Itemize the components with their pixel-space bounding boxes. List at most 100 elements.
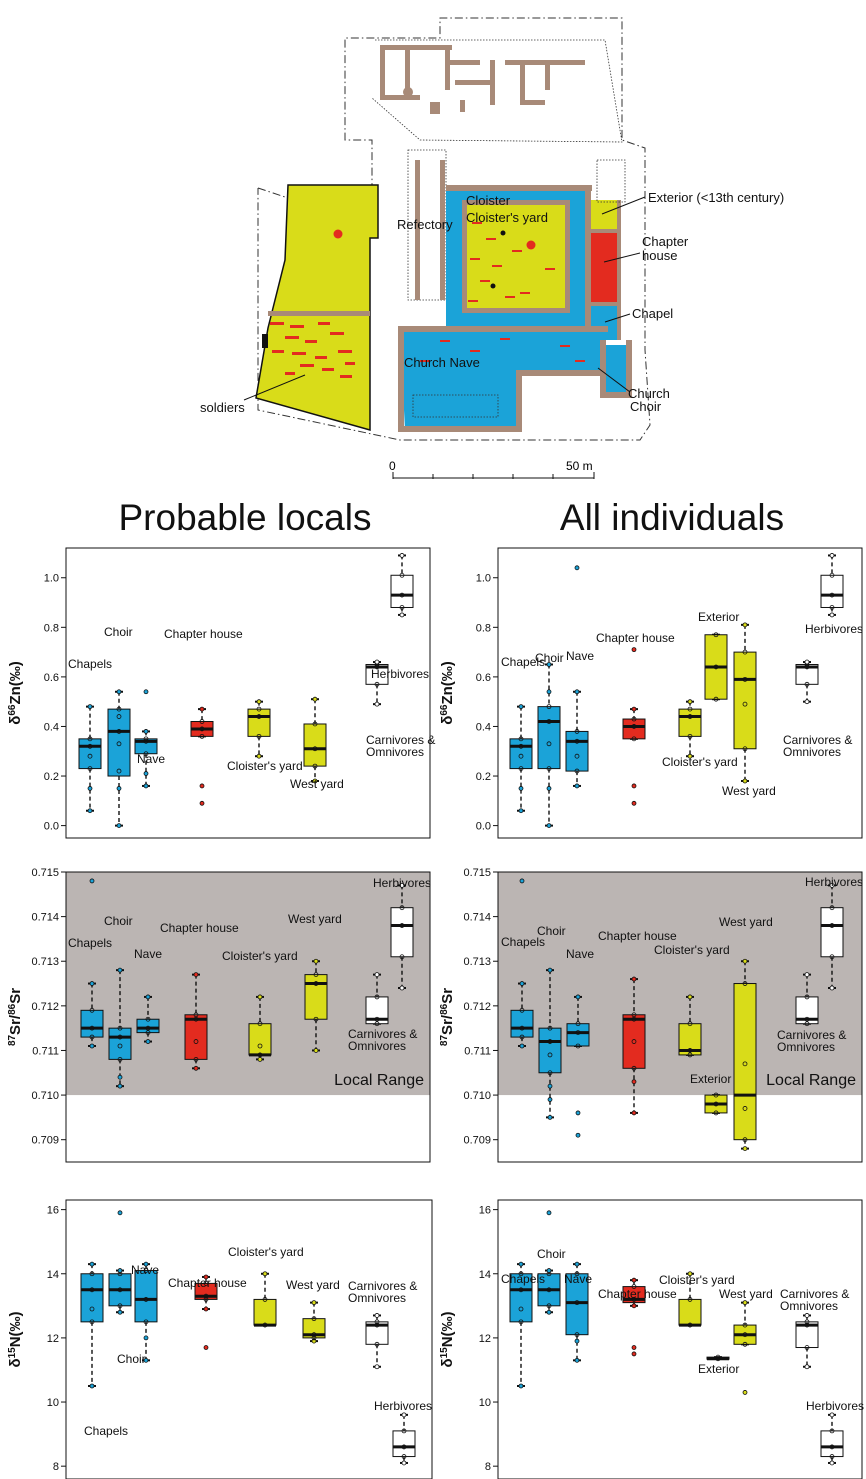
- category-label-nave: Nave: [131, 1263, 159, 1277]
- box-body: [795, 996, 819, 1025]
- data-point: [374, 1341, 380, 1347]
- data-point: [829, 923, 835, 928]
- data-point: [89, 1319, 95, 1325]
- y-tick-label: 16: [479, 1205, 491, 1217]
- y-axis-label: δ15N(‰): [439, 1311, 457, 1367]
- data-point: [116, 729, 122, 734]
- box-carnivores-omnivores: [795, 659, 819, 705]
- data-point: [713, 1101, 719, 1107]
- data-point: [145, 1039, 151, 1044]
- box-body: [509, 1273, 533, 1323]
- data-point: [145, 1016, 151, 1022]
- data-point: [399, 572, 405, 578]
- data-point: [546, 719, 552, 724]
- y-tick-label: 8: [53, 1461, 59, 1473]
- data-point: [687, 1271, 693, 1277]
- y-tick-label: 0.8: [44, 622, 59, 634]
- data-point: [546, 741, 552, 747]
- data-point: [631, 1297, 637, 1302]
- box-body: [392, 1430, 416, 1458]
- category-label-carn1: Carnivores &: [348, 1027, 417, 1041]
- category-label-choir: Choir: [117, 1352, 146, 1366]
- data-point: [546, 662, 552, 667]
- data-point: [399, 923, 405, 928]
- site-boundary: [257, 17, 651, 441]
- data-point: [547, 1097, 553, 1102]
- box-west-yard: [302, 1300, 326, 1344]
- data-point: [631, 706, 637, 712]
- data-point: [143, 689, 149, 695]
- category-label-carn2: Omnivores: [780, 1299, 838, 1313]
- data-point: [547, 1083, 553, 1089]
- y-tick-label: 0.713: [463, 956, 491, 968]
- category-label-exterior: Exterior: [690, 1072, 731, 1086]
- data-point: [117, 1309, 123, 1315]
- category-label-cloister-s-yard: Cloister's yard: [659, 1273, 735, 1287]
- category-label-choir: Choir: [537, 924, 566, 938]
- data-point: [256, 699, 262, 705]
- category-label-chapter-house: Chapter house: [168, 1276, 247, 1290]
- cloister-burials: [468, 222, 555, 302]
- data-point: [311, 1300, 317, 1306]
- data-point: [687, 1322, 693, 1328]
- data-point: [829, 553, 835, 558]
- data-point: [546, 823, 552, 829]
- data-point: [256, 714, 262, 719]
- category-label-nave: Nave: [134, 947, 162, 961]
- data-point: [518, 736, 524, 742]
- data-point: [374, 1016, 380, 1022]
- church-nave-area: [400, 330, 630, 430]
- data-point: [311, 1316, 317, 1322]
- data-point: [804, 1322, 810, 1328]
- category-label-carn1: Carnivores &: [348, 1279, 417, 1293]
- category-label-chapter-house: Chapter house: [598, 929, 677, 943]
- category-label-carn1: Carnivores &: [777, 1028, 846, 1042]
- data-point: [203, 1306, 209, 1312]
- data-point: [193, 1039, 199, 1044]
- box-body: [302, 1318, 326, 1339]
- box-body: [303, 723, 327, 767]
- y-tick-label: 0.2: [476, 771, 491, 783]
- box-herbivores: [820, 553, 844, 618]
- data-point: [401, 1444, 407, 1450]
- data-point: [145, 1025, 151, 1031]
- data-point: [143, 1297, 149, 1302]
- data-point: [829, 1412, 835, 1418]
- data-point: [575, 1030, 581, 1036]
- data-point: [257, 1043, 263, 1049]
- data-point: [715, 1356, 721, 1362]
- panel-frame: [497, 547, 863, 839]
- data-point: [374, 994, 380, 1000]
- data-point: [143, 729, 149, 734]
- category-label-carn2: Omnivores: [348, 1291, 406, 1305]
- y-axis-label: δ66Zn(‰): [439, 661, 457, 725]
- data-point: [312, 746, 318, 752]
- data-point: [742, 1146, 748, 1152]
- y-tick-label: 0.714: [463, 912, 491, 924]
- box-chapels: [509, 704, 533, 814]
- data-point: [399, 985, 405, 991]
- data-point: [401, 1454, 407, 1459]
- data-point: [518, 808, 524, 814]
- panel-frame: [65, 871, 431, 1163]
- data-point: [143, 751, 149, 757]
- box-body: [390, 907, 414, 958]
- y-tick-label: 12: [479, 1333, 491, 1345]
- data-point: [713, 696, 719, 702]
- box-body: [733, 651, 757, 750]
- data-point: [257, 1021, 263, 1027]
- data-point: [203, 1345, 209, 1350]
- data-point: [117, 1025, 123, 1031]
- data-point: [575, 1043, 581, 1049]
- data-point: [829, 1454, 835, 1459]
- data-point: [742, 1390, 748, 1395]
- box-chapter-house: [190, 706, 214, 806]
- box-exterior: [704, 1092, 728, 1116]
- data-point: [143, 771, 149, 776]
- category-label-choir: Choir: [535, 651, 564, 665]
- data-point: [257, 1052, 263, 1058]
- box-west-yard: [733, 958, 757, 1152]
- data-point: [574, 738, 580, 744]
- data-point: [574, 753, 580, 759]
